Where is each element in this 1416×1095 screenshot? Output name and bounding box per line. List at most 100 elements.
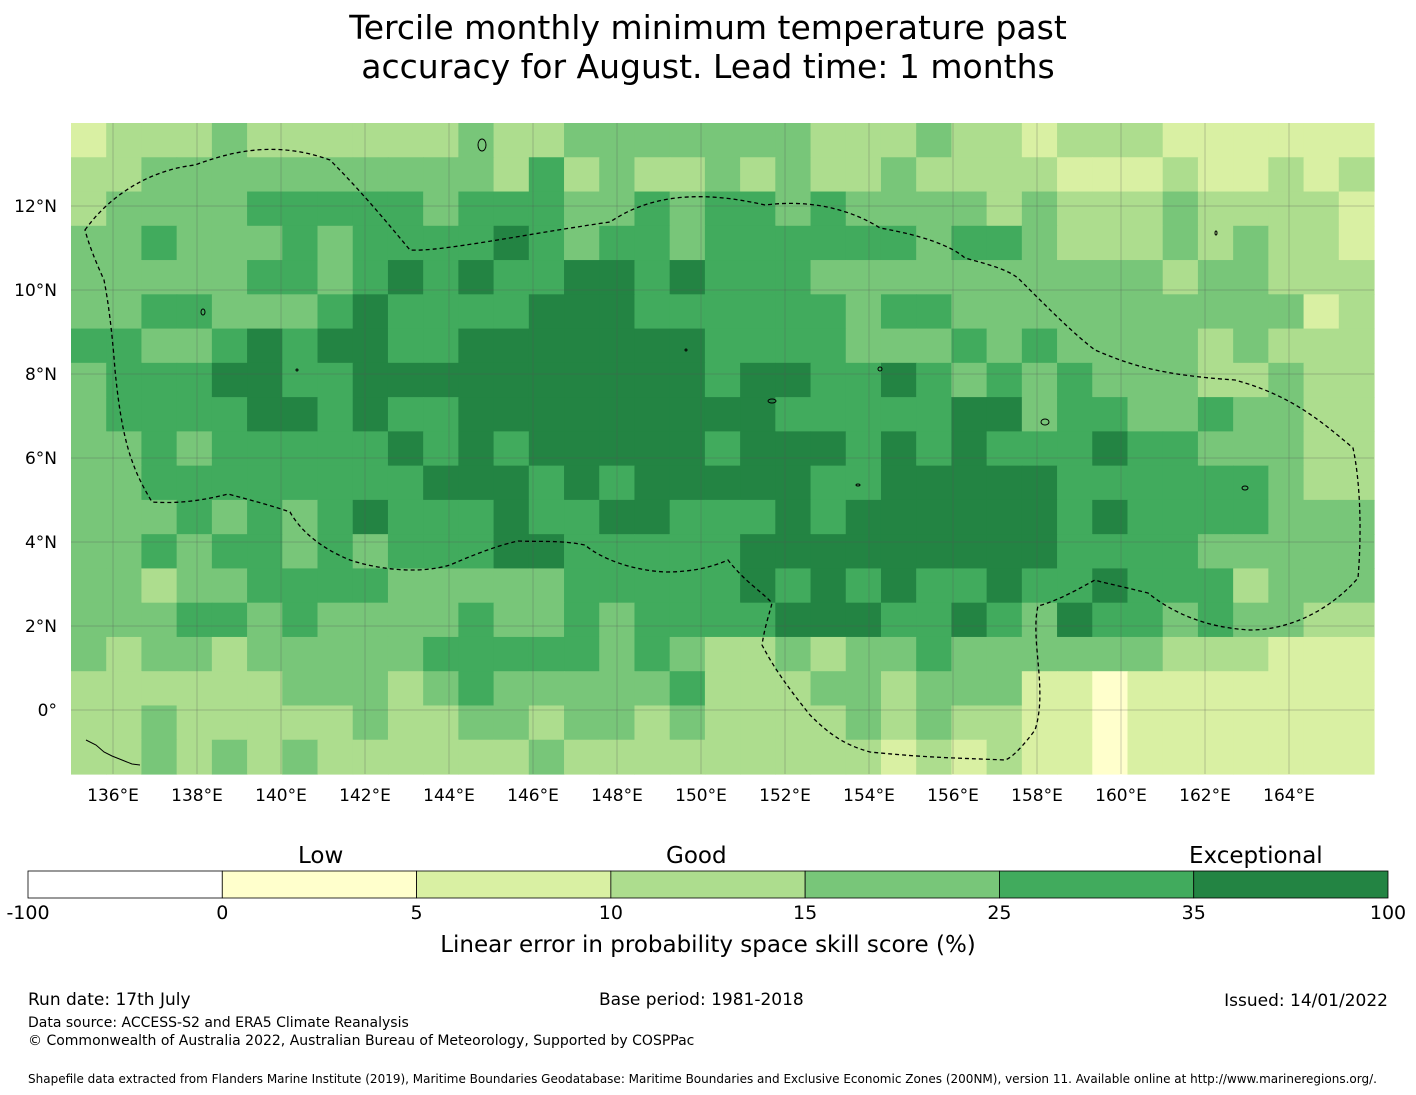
- grid-cell: [317, 225, 354, 261]
- grid-cell: [1303, 568, 1340, 604]
- grid-cell: [880, 191, 917, 227]
- grid-cell: [1021, 397, 1058, 432]
- grid-cell: [1057, 328, 1093, 364]
- grid-cell: [775, 260, 812, 295]
- grid-cell: [810, 671, 847, 707]
- grid-cell: [493, 465, 530, 501]
- grid-cell: [423, 225, 459, 261]
- grid-cell: [916, 636, 953, 672]
- grid-cell: [740, 602, 776, 638]
- grid-cell: [247, 705, 283, 741]
- grid-cell: [669, 362, 706, 398]
- grid-cell: [1092, 431, 1129, 467]
- grid-cell: [634, 397, 671, 432]
- grid-cell: [1233, 739, 1269, 775]
- grid-cell: [1057, 602, 1093, 638]
- grid-cell: [951, 534, 988, 570]
- grid-cell: [247, 534, 283, 570]
- grid-cell: [634, 431, 671, 467]
- grid-cell: [211, 397, 248, 432]
- grid-cell: [1338, 602, 1375, 638]
- grid-cell: [564, 123, 600, 158]
- grid-cell: [669, 602, 706, 638]
- grid-cell: [704, 123, 741, 158]
- grid-cell: [317, 362, 354, 398]
- grid-cell: [211, 191, 248, 227]
- grid-cell: [810, 568, 847, 604]
- grid-cell: [845, 362, 882, 398]
- grid-cell: [1162, 602, 1199, 638]
- grid-cell: [916, 397, 953, 432]
- grid-cell: [1233, 465, 1269, 501]
- grid-cell: [317, 499, 354, 535]
- grid-cell: [845, 739, 882, 775]
- grid-cell: [951, 671, 988, 707]
- grid-cell: [916, 705, 953, 741]
- grid-cell: [1233, 294, 1269, 330]
- grid-cell: [880, 671, 917, 707]
- grid-cell: [880, 465, 917, 501]
- grid-cell: [1197, 534, 1234, 570]
- grid-cell: [1233, 534, 1269, 570]
- grid-cell: [916, 294, 953, 330]
- grid-cell: [1268, 636, 1305, 672]
- grid-cell: [845, 671, 882, 707]
- grid-cell: [141, 260, 178, 295]
- grid-cell: [986, 534, 1023, 570]
- grid-cell: [880, 362, 917, 398]
- grid-cell: [1268, 705, 1305, 741]
- longitude-tick-label: 140°E: [255, 786, 307, 806]
- grid-cell: [1303, 328, 1340, 364]
- grid-cell: [951, 294, 988, 330]
- grid-cell: [1127, 671, 1164, 707]
- grid-cell: [704, 739, 741, 775]
- grid-cell: [458, 465, 495, 501]
- grid-cell: [71, 568, 107, 604]
- grid-cell: [740, 534, 776, 570]
- grid-cell: [1197, 465, 1234, 501]
- grid-cell: [211, 123, 248, 158]
- grid-cell: [387, 465, 424, 501]
- grid-cell: [106, 465, 143, 501]
- grid-cell: [1197, 431, 1234, 467]
- grid-cell: [1233, 225, 1269, 261]
- grid-cell: [493, 499, 530, 535]
- grid-cell: [71, 294, 107, 330]
- grid-cell: [880, 499, 917, 535]
- grid-cell: [317, 705, 354, 741]
- grid-cell: [740, 123, 776, 158]
- grid-cell: [634, 328, 671, 364]
- grid-cell: [1197, 225, 1234, 261]
- grid-cell: [1268, 362, 1305, 398]
- map-title-line-1: Tercile monthly minimum temperature past: [349, 8, 1067, 47]
- grid-cell: [1233, 499, 1269, 535]
- grid-cell: [1303, 534, 1340, 570]
- grid-cell: [775, 534, 812, 570]
- grid-cell: [1127, 431, 1164, 467]
- grid-cell: [740, 671, 776, 707]
- grid-cell: [1057, 431, 1093, 467]
- longitude-tick-label: 150°E: [675, 786, 727, 806]
- grid-cell: [1162, 362, 1199, 398]
- grid-cell: [1057, 636, 1093, 672]
- grid-cell: [810, 191, 847, 227]
- grid-cell: [634, 191, 671, 227]
- grid-cell: [1057, 568, 1093, 604]
- grid-cell: [352, 431, 389, 467]
- grid-cell: [1338, 705, 1375, 741]
- grid-cell: [1338, 671, 1375, 707]
- colorbar-tick-label: 15: [793, 902, 818, 924]
- grid-cell: [951, 328, 988, 364]
- grid-cell: [1057, 465, 1093, 501]
- grid-cell: [1338, 191, 1375, 227]
- island-outline: [295, 368, 299, 372]
- grid-cell: [528, 157, 565, 193]
- grid-cell: [282, 499, 319, 535]
- grid-cell: [423, 465, 459, 501]
- grid-cell: [458, 671, 495, 707]
- colorbar: [27, 870, 1389, 899]
- grid-cell: [1268, 534, 1305, 570]
- grid-cell: [352, 397, 389, 432]
- eez-dashed-line: [84, 148, 1361, 761]
- grid-cell: [916, 671, 953, 707]
